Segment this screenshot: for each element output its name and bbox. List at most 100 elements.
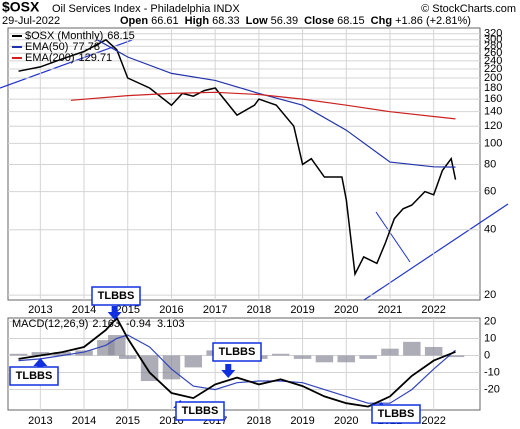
x-tick-label: 2018 — [247, 415, 271, 427]
y-tick-label: 260 — [484, 47, 502, 59]
histogram-bar — [75, 350, 93, 356]
x-tick-label: 2015 — [116, 415, 140, 427]
legend-label: $OSX (Monthly) — [25, 30, 103, 42]
x-tick-label: 2014 — [72, 304, 96, 316]
x-tick-label: 2020 — [334, 415, 358, 427]
quote-label: Chg — [371, 15, 392, 27]
y-tick-label: 280 — [484, 40, 502, 52]
histogram-bar — [53, 352, 71, 356]
histogram-bar — [403, 341, 421, 356]
source: © StockCharts.com — [421, 3, 516, 15]
macd-panel — [7, 317, 481, 411]
annotation-arrow — [221, 364, 236, 378]
y-tick-label: 300 — [484, 34, 502, 46]
annotation-box — [91, 286, 141, 306]
y-tick-label: 200 — [484, 72, 502, 84]
histogram-bar — [315, 355, 334, 363]
x-tick-label: 2019 — [290, 304, 314, 316]
quote-value: 68.33 — [212, 15, 240, 27]
x-tick-label: 2022 — [421, 415, 445, 427]
legend-value: 2.163 — [92, 318, 120, 330]
signal-line — [18, 334, 456, 404]
macd-line — [18, 316, 456, 408]
histogram-bar — [162, 355, 181, 380]
x-tick-label: 2013 — [28, 415, 52, 427]
histogram-bar — [140, 355, 159, 382]
price-line — [18, 38, 457, 277]
y-tick-label: 10 — [484, 332, 496, 344]
y-tick-label: 320 — [484, 28, 502, 40]
legend-value: -0.94 — [126, 318, 151, 330]
histogram-bar — [31, 352, 50, 356]
date: 29-Jul-2022 — [2, 15, 60, 27]
annotation-label: TLBBS — [98, 290, 135, 302]
legend-value: 3.103 — [157, 318, 185, 330]
y-tick-label: -10 — [484, 366, 500, 378]
x-tick-label: 2021 — [378, 304, 402, 316]
histogram-bar — [184, 355, 203, 368]
quote-value: +1.86 (+2.81%) — [395, 15, 471, 27]
y-tick-label: 120 — [484, 120, 502, 132]
y-tick-label: 240 — [484, 55, 502, 67]
histogram-bar — [446, 355, 465, 358]
histogram-bar — [119, 355, 137, 359]
annotation-label: TLBBS — [182, 405, 219, 417]
x-tick-label: 2022 — [421, 304, 445, 316]
quote-label: High — [185, 15, 210, 27]
quote-label: Open — [120, 15, 148, 27]
histogram-bar — [108, 335, 126, 356]
annotation-box — [9, 366, 59, 386]
y-tick-label: 0 — [484, 349, 490, 361]
histogram-bar — [337, 355, 356, 363]
symbol: $OSX — [2, 0, 40, 15]
legend-label: EMA(50) — [25, 41, 68, 53]
legend-value: 129.71 — [79, 52, 113, 64]
annotation-box — [212, 342, 262, 362]
ema-line — [70, 91, 456, 120]
y-tick-label: 140 — [484, 106, 502, 118]
x-tick-label: 2018 — [247, 304, 271, 316]
histogram-bar — [293, 355, 312, 359]
index-name: Oil Services Index - Philadelphia INDX — [52, 3, 240, 15]
legend-label: EMA(200) — [25, 52, 75, 64]
trend-line — [375, 211, 411, 263]
annotation-arrow — [107, 306, 122, 320]
x-tick-label: 2013 — [28, 304, 52, 316]
quote-value: 68.15 — [337, 15, 365, 27]
y-tick-label: 100 — [484, 137, 502, 149]
x-tick-label: 2017 — [203, 304, 227, 316]
quote-value: 56.39 — [271, 15, 299, 27]
x-tick-label: 2020 — [334, 304, 358, 316]
y-tick-label: 160 — [484, 93, 502, 105]
histogram-bar — [9, 353, 28, 356]
annotation-label: TLBBS — [16, 370, 53, 382]
y-tick-label: 20 — [484, 289, 496, 301]
y-tick-label: 20 — [484, 315, 496, 327]
y-tick-label: 220 — [484, 63, 502, 75]
annotation-arrow — [33, 358, 48, 372]
annotation-label: TLBBS — [219, 346, 256, 358]
y-tick-label: 80 — [484, 158, 496, 170]
quote-label: Low — [246, 15, 268, 27]
quote-label: Close — [304, 15, 334, 27]
trend-line — [363, 203, 509, 301]
histogram-bar — [359, 355, 377, 359]
annotation-label: TLBBS — [378, 408, 415, 420]
legend-value: 68.15 — [107, 30, 135, 42]
y-tick-label: 40 — [484, 224, 496, 236]
histogram-bar — [271, 353, 290, 356]
macd-title: MACD(12,26,9) — [12, 318, 88, 330]
annotation-box — [371, 404, 421, 424]
x-tick-label: 2015 — [116, 304, 140, 316]
quote-value: 66.61 — [151, 15, 179, 27]
histogram-bar — [424, 346, 443, 356]
histogram-bar — [381, 348, 399, 356]
ema-line — [96, 39, 456, 168]
trend-line — [0, 39, 133, 89]
x-tick-label: 2016 — [159, 304, 183, 316]
y-tick-label: 60 — [484, 185, 496, 197]
x-tick-label: 2019 — [290, 415, 314, 427]
y-tick-label: -20 — [484, 383, 500, 395]
